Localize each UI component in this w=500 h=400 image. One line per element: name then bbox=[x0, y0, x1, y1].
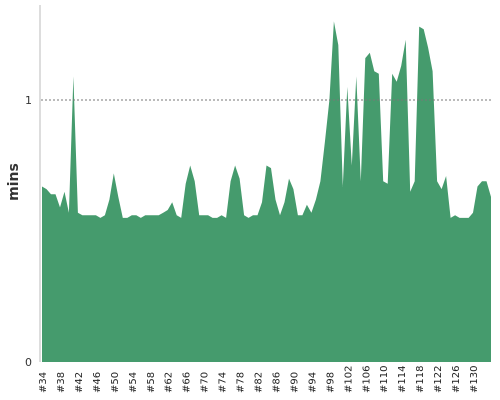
x-tick-label: #130 bbox=[469, 366, 480, 393]
x-tick-label: #66 bbox=[182, 372, 193, 393]
x-tick-label: #34 bbox=[38, 372, 49, 393]
x-tick-labels: #34 #38 #42 #46 #50 #54 #58 #62 #66 #70 #74 #78 #82 #… bbox=[38, 366, 480, 393]
x-tick-label: #50 bbox=[110, 372, 121, 393]
x-tick-label: #86 bbox=[272, 372, 283, 393]
x-tick-label: #98 bbox=[325, 372, 336, 393]
x-tick-label: #118 bbox=[415, 366, 426, 393]
x-tick-label: #106 bbox=[361, 366, 372, 393]
x-tick-label: #126 bbox=[451, 366, 462, 393]
y-tick-label: 1 bbox=[25, 94, 32, 107]
y-tick-labels: 01 bbox=[25, 94, 32, 369]
x-tick-label: #102 bbox=[343, 366, 354, 393]
x-tick-label: #46 bbox=[92, 372, 103, 393]
x-tick-label: #82 bbox=[254, 372, 265, 393]
x-tick-label: #62 bbox=[164, 372, 175, 393]
x-tick-label: #58 bbox=[146, 372, 157, 393]
y-tick-label: 0 bbox=[25, 356, 32, 369]
x-tick-label: #90 bbox=[289, 372, 300, 393]
x-tick-label: #94 bbox=[307, 372, 318, 393]
series-area-layer bbox=[42, 21, 491, 363]
x-tick-label: #70 bbox=[200, 372, 211, 393]
x-tick-label: #38 bbox=[56, 372, 67, 393]
x-tick-label: #110 bbox=[379, 366, 390, 393]
x-tick-label: #122 bbox=[433, 366, 444, 393]
series-area bbox=[42, 21, 491, 363]
x-tick-label: #54 bbox=[128, 372, 139, 393]
x-tick-label: #114 bbox=[397, 366, 408, 393]
x-tick-label: #78 bbox=[236, 372, 247, 393]
y-axis-label: mins bbox=[6, 163, 22, 201]
x-tick-label: #74 bbox=[218, 372, 229, 393]
x-tick-label: #42 bbox=[74, 372, 85, 393]
